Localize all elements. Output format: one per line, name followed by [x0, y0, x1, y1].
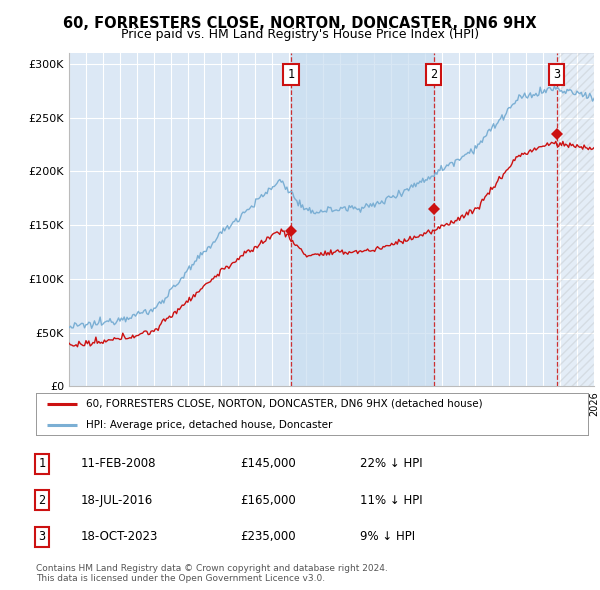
Text: 1: 1	[287, 68, 295, 81]
Text: 3: 3	[553, 68, 560, 81]
Text: £235,000: £235,000	[240, 530, 296, 543]
Text: 22% ↓ HPI: 22% ↓ HPI	[360, 457, 422, 470]
Text: 11% ↓ HPI: 11% ↓ HPI	[360, 494, 422, 507]
Text: 18-OCT-2023: 18-OCT-2023	[81, 530, 158, 543]
Text: 2: 2	[38, 494, 46, 507]
Text: 9% ↓ HPI: 9% ↓ HPI	[360, 530, 415, 543]
Text: 2: 2	[430, 68, 437, 81]
Text: £145,000: £145,000	[240, 457, 296, 470]
Text: Price paid vs. HM Land Registry's House Price Index (HPI): Price paid vs. HM Land Registry's House …	[121, 28, 479, 41]
Text: 11-FEB-2008: 11-FEB-2008	[81, 457, 157, 470]
Text: 60, FORRESTERS CLOSE, NORTON, DONCASTER, DN6 9HX (detached house): 60, FORRESTERS CLOSE, NORTON, DONCASTER,…	[86, 399, 482, 408]
Text: HPI: Average price, detached house, Doncaster: HPI: Average price, detached house, Donc…	[86, 420, 332, 430]
Text: £165,000: £165,000	[240, 494, 296, 507]
Bar	[291, 53, 434, 386]
Text: Contains HM Land Registry data © Crown copyright and database right 2024.
This d: Contains HM Land Registry data © Crown c…	[36, 563, 388, 583]
Text: 60, FORRESTERS CLOSE, NORTON, DONCASTER, DN6 9HX: 60, FORRESTERS CLOSE, NORTON, DONCASTER,…	[63, 16, 537, 31]
Bar	[557, 53, 594, 386]
Text: 3: 3	[38, 530, 46, 543]
Text: 18-JUL-2016: 18-JUL-2016	[81, 494, 153, 507]
Text: 1: 1	[38, 457, 46, 470]
